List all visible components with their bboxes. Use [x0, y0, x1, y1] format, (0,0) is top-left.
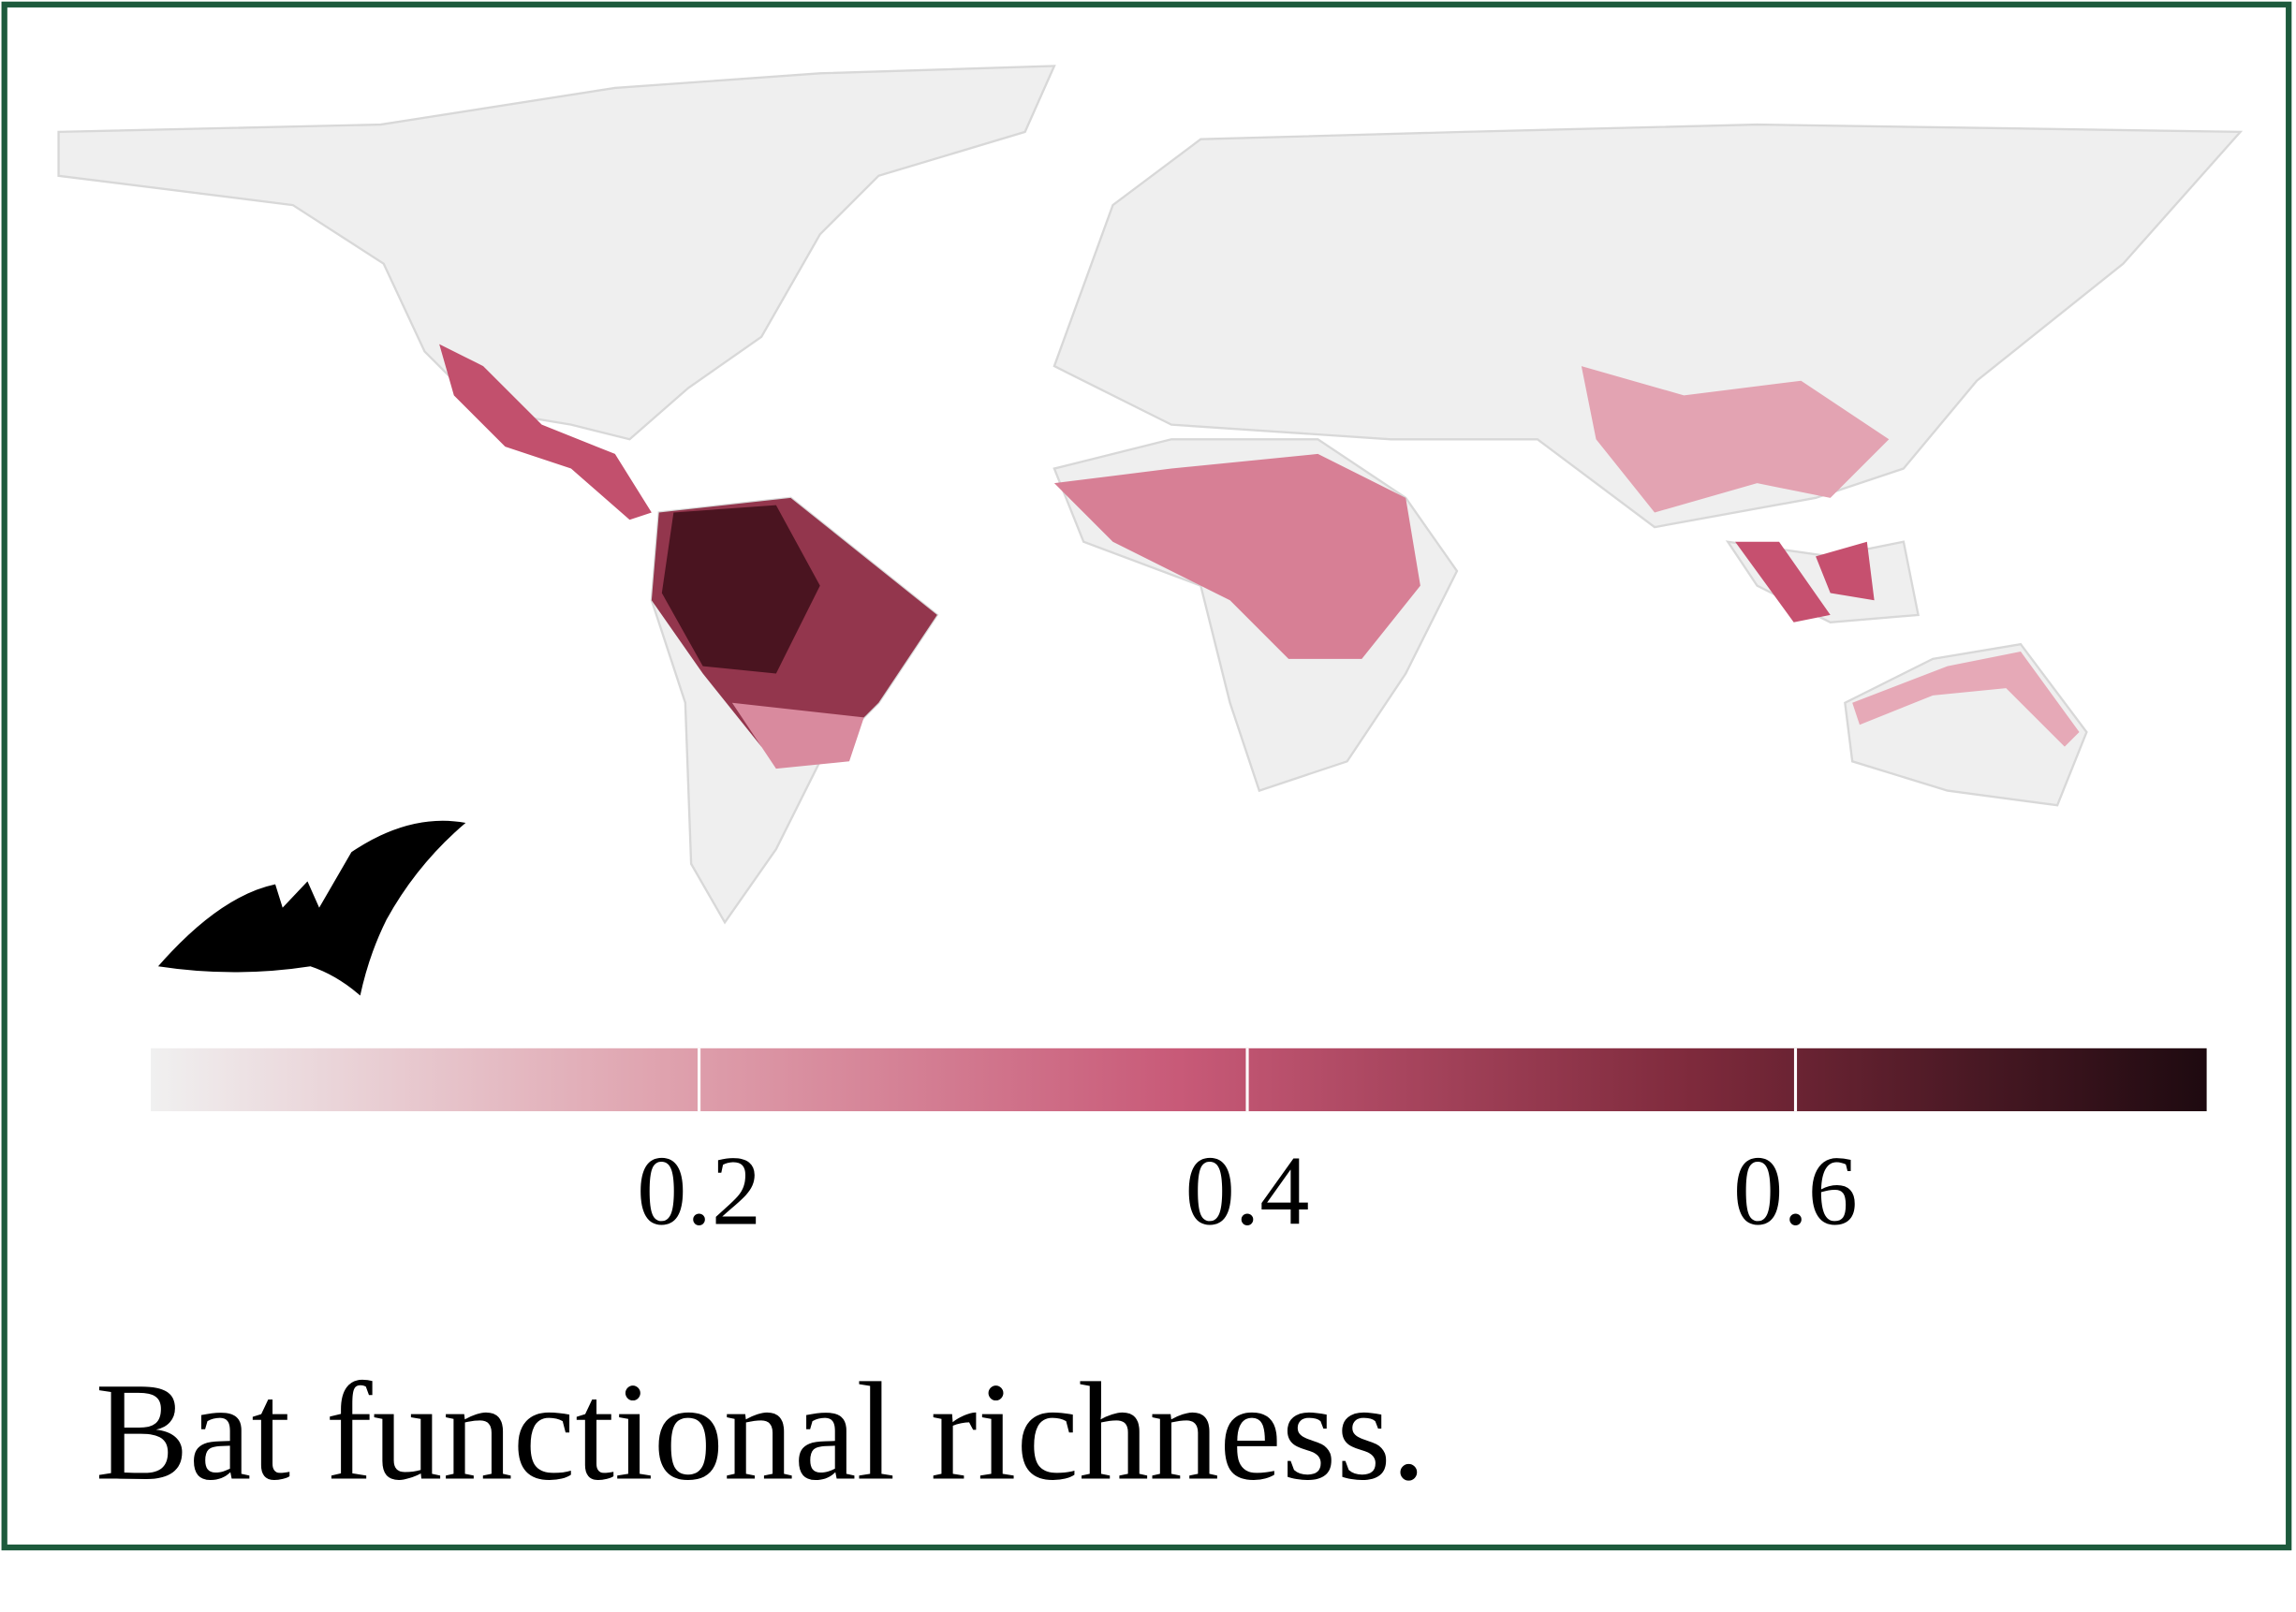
sunda-richness: [1735, 541, 1875, 623]
amazon-core-richness: [661, 505, 820, 674]
south-asia-richness: [1581, 366, 1890, 513]
north-america: [57, 65, 1056, 441]
colorbar-tick-label: 0.2: [637, 1136, 761, 1246]
colorbar: [151, 1048, 2207, 1112]
eurasia: [1052, 123, 2244, 529]
australia-richness: [1852, 652, 2080, 747]
colorbar-tick-label: 0.4: [1185, 1136, 1310, 1246]
world-map: [57, 65, 2244, 925]
bat-icon: [157, 820, 466, 996]
central-america-richness: [439, 344, 652, 520]
south-brazil-richness: [731, 702, 864, 769]
title: Bat functional richness.: [96, 1355, 1427, 1510]
colorbar-tick-label: 0.6: [1733, 1136, 1858, 1246]
tropical-africa-richness: [1053, 453, 1420, 659]
